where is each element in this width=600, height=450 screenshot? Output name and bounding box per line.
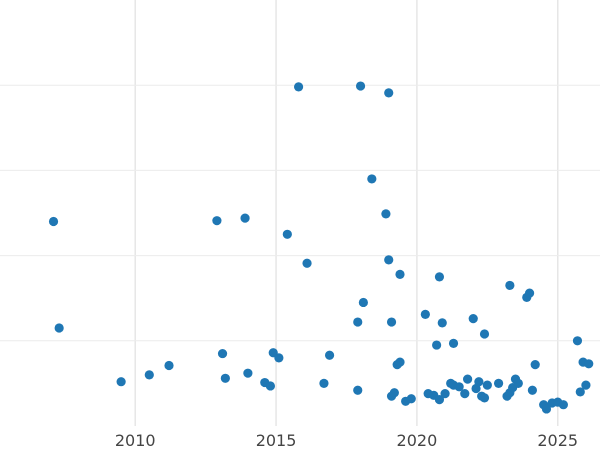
data-point xyxy=(541,404,552,414)
data-point xyxy=(440,389,450,399)
data-point xyxy=(358,297,368,308)
data-point xyxy=(454,382,464,392)
data-point xyxy=(437,318,447,328)
data-point xyxy=(479,329,490,339)
data-point xyxy=(575,387,585,397)
data-point xyxy=(220,373,230,383)
x-tick-label: 2015 xyxy=(256,431,297,450)
data-point xyxy=(482,380,492,390)
data-point xyxy=(395,357,405,367)
grid xyxy=(0,0,600,426)
data-points xyxy=(48,81,594,414)
data-point xyxy=(367,174,377,184)
data-point xyxy=(581,380,591,390)
data-point xyxy=(460,389,470,399)
data-point xyxy=(381,209,391,219)
data-point xyxy=(513,378,523,388)
data-point xyxy=(164,360,174,371)
data-point xyxy=(144,370,154,380)
x-axis: 2010 2015 2020 2025 xyxy=(115,431,578,450)
data-point xyxy=(48,216,59,227)
data-point xyxy=(432,340,442,350)
data-point xyxy=(353,385,363,395)
data-point xyxy=(319,378,329,388)
data-point xyxy=(395,269,405,279)
data-point xyxy=(212,216,222,226)
x-tick-label: 2010 xyxy=(115,431,156,450)
data-point xyxy=(558,400,568,410)
data-point xyxy=(474,377,484,387)
data-point xyxy=(434,394,445,405)
data-point xyxy=(463,374,473,384)
data-point xyxy=(265,381,276,391)
data-point xyxy=(353,317,363,327)
data-point xyxy=(384,255,394,265)
data-point xyxy=(386,317,397,327)
data-point xyxy=(505,280,515,291)
data-point xyxy=(468,314,478,324)
data-point xyxy=(584,359,594,369)
data-point xyxy=(54,323,64,333)
data-point xyxy=(217,348,228,359)
data-point xyxy=(493,378,504,388)
data-point xyxy=(274,353,284,363)
data-point xyxy=(355,81,366,91)
data-point xyxy=(406,394,416,404)
data-point xyxy=(116,377,126,387)
data-point xyxy=(293,82,304,92)
data-point xyxy=(240,213,250,223)
x-tick-label: 2020 xyxy=(397,431,438,450)
data-point xyxy=(282,229,292,239)
data-point xyxy=(524,288,535,298)
data-point xyxy=(572,336,583,346)
data-point xyxy=(302,258,312,268)
data-point xyxy=(420,309,430,319)
data-point xyxy=(479,393,490,403)
data-point xyxy=(448,338,459,348)
x-tick-label: 2025 xyxy=(537,431,578,450)
data-point xyxy=(384,88,394,98)
data-point xyxy=(530,360,540,370)
data-point xyxy=(324,350,335,360)
data-point xyxy=(434,272,445,282)
data-point xyxy=(243,368,253,378)
data-point xyxy=(527,385,537,395)
data-point xyxy=(389,388,399,398)
